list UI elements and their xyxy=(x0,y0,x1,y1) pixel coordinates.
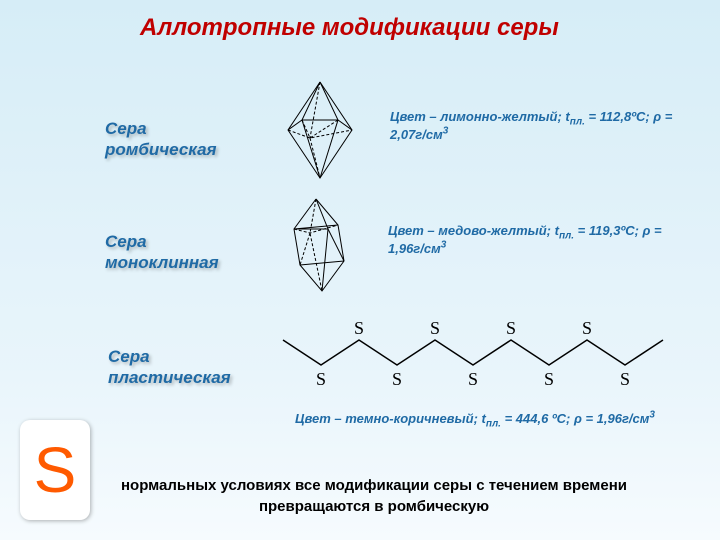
svg-text:S: S xyxy=(316,369,326,389)
desc-monoclinic: Цвет – медово-желтый; tпл. = 119,3ºС; ρ … xyxy=(388,222,698,258)
svg-text:S: S xyxy=(544,369,554,389)
svg-text:S: S xyxy=(582,320,592,338)
svg-text:S: S xyxy=(468,369,478,389)
diagram-rhombic xyxy=(270,80,370,180)
svg-text:S: S xyxy=(392,369,402,389)
slide: Аллотропные модификации серы Сера ромбич… xyxy=(0,0,720,540)
diagram-monoclinic xyxy=(270,195,370,295)
element-badge: S xyxy=(20,420,90,520)
svg-text:S: S xyxy=(430,320,440,338)
desc-plastic: Цвет – темно-коричневый; tпл. = 444,6 ºС… xyxy=(295,410,675,428)
svg-text:S: S xyxy=(354,320,364,338)
label-plastic: Сера пластическая xyxy=(108,346,258,389)
svg-text:S: S xyxy=(506,320,516,338)
svg-text:S: S xyxy=(620,369,630,389)
label-monoclinic: Сера моноклинная xyxy=(105,231,255,274)
desc-rhombic: Цвет – лимонно-желтый; tпл. = 112,8ºС; ρ… xyxy=(390,108,700,144)
label-rhombic: Сера ромбическая xyxy=(105,118,255,161)
diagram-chain: S S S S S S S S S xyxy=(275,320,675,405)
page-title: Аллотропные модификации серы xyxy=(140,14,600,43)
footnote: нормальных условиях все модификации серы… xyxy=(85,475,663,517)
